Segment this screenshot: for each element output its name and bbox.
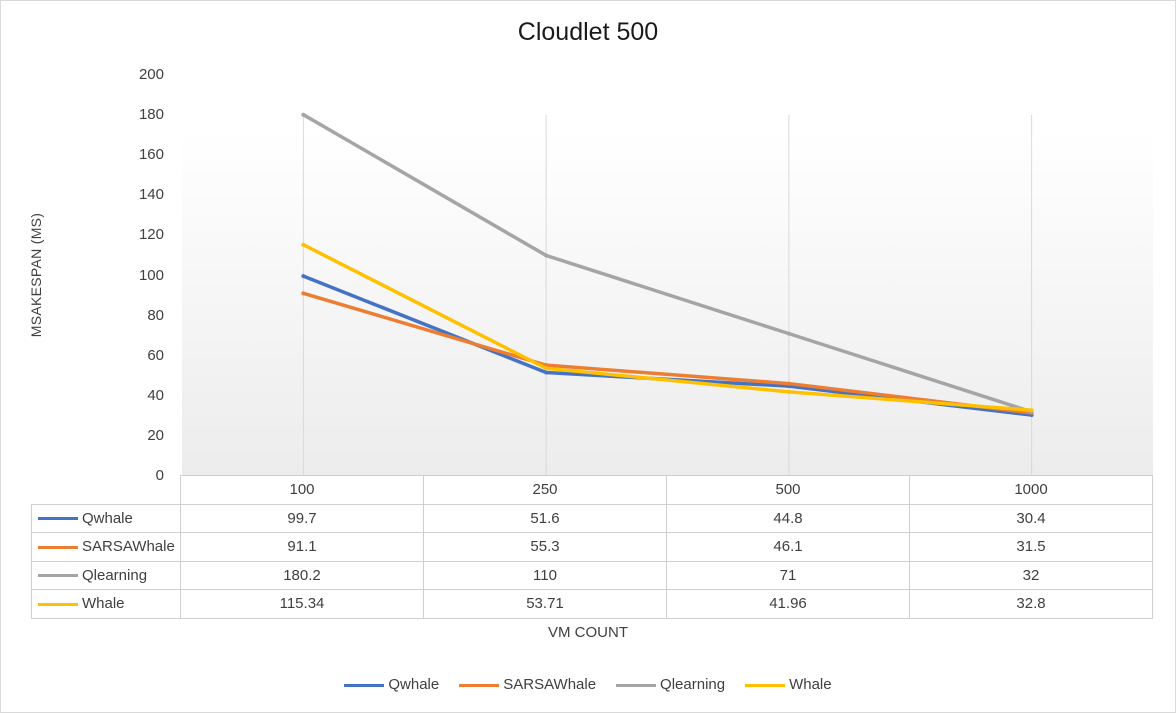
legend-item-sarsawhale: SARSAWhale xyxy=(459,676,596,693)
data-point-whale-1000 xyxy=(1029,408,1034,413)
data-point-sarsawhale-500 xyxy=(786,381,791,386)
data-point-qlearning-250 xyxy=(544,253,549,258)
series-line-whale xyxy=(301,242,1034,412)
x-tick-label: 250 xyxy=(423,475,667,505)
x-tick-label: 1000 xyxy=(909,475,1153,505)
y-tick-label: 60 xyxy=(147,346,164,364)
series-line-sarsawhale xyxy=(301,291,1034,415)
legend-item-qlearning: Qlearning xyxy=(616,676,725,693)
legend-key xyxy=(459,683,500,687)
legend-key xyxy=(344,683,385,687)
data-label: 71 xyxy=(666,560,910,590)
y-axis-label: MSAKESPAN (MS) xyxy=(28,212,44,338)
y-tick-label: 120 xyxy=(138,226,164,244)
y-tick-label: 180 xyxy=(138,106,164,124)
x-tick-label: 100 xyxy=(180,475,424,505)
table-row: Whale 115.34 53.71 41.96 32.8 xyxy=(31,589,1153,619)
y-tick-label: 140 xyxy=(138,186,164,204)
legend-key xyxy=(38,545,78,549)
data-point-whale-100 xyxy=(301,242,306,247)
legend-key xyxy=(38,517,78,521)
data-point-whale-500 xyxy=(786,389,791,394)
series-name: SARSAWhale xyxy=(82,538,175,556)
table-row: Qwhale 99.7 51.6 44.8 30.4 xyxy=(31,503,1153,533)
y-tick-label: 40 xyxy=(147,386,164,404)
data-label: 31.5 xyxy=(909,532,1153,562)
plot-background xyxy=(182,130,1153,476)
legend-label: Qwhale xyxy=(388,676,440,693)
data-label: 30.4 xyxy=(909,503,1153,533)
data-point-whale-250 xyxy=(544,366,549,371)
table-row: SARSAWhale 91.1 55.3 46.1 31.5 xyxy=(31,532,1153,562)
x-tick-label: 500 xyxy=(666,475,910,505)
legend-label: Whale xyxy=(789,676,832,693)
legend-item-qwhale: Qwhale xyxy=(344,676,439,693)
data-label: 55.3 xyxy=(423,532,667,562)
table-row-header: Qlearning xyxy=(31,560,181,590)
data-label: 44.8 xyxy=(666,503,910,533)
chart-title: Cloudlet 500 xyxy=(517,18,659,46)
data-point-qwhale-250 xyxy=(544,370,549,375)
x-axis-label: VM COUNT xyxy=(548,624,628,641)
series-line-qlearning xyxy=(301,112,1034,414)
series-name: Qlearning xyxy=(82,566,148,584)
legend-key xyxy=(616,683,657,687)
data-point-qlearning-100 xyxy=(301,112,306,117)
data-label: 110 xyxy=(423,560,667,590)
data-label: 53.71 xyxy=(423,589,667,619)
data-label: 32 xyxy=(909,560,1153,590)
y-tick-label: 200 xyxy=(138,66,164,83)
legend-item-whale: Whale xyxy=(745,676,832,693)
legend: Qwhale SARSAWhale Qlearning Whale xyxy=(0,676,1176,693)
y-tick-label: 100 xyxy=(138,266,164,284)
data-label: 51.6 xyxy=(423,503,667,533)
data-label: 91.1 xyxy=(180,532,424,562)
table-row-header: SARSAWhale xyxy=(31,532,181,562)
data-label: 99.7 xyxy=(180,503,424,533)
data-point-qlearning-500 xyxy=(786,331,791,336)
y-tick-label: 80 xyxy=(147,306,164,324)
table-corner xyxy=(31,475,181,505)
data-point-qwhale-100 xyxy=(301,274,306,279)
legend-key xyxy=(745,683,786,687)
data-label: 180.2 xyxy=(180,560,424,590)
data-point-sarsawhale-100 xyxy=(301,291,306,296)
data-label: 32.8 xyxy=(909,589,1153,619)
legend-label: SARSAWhale xyxy=(503,676,597,693)
data-table: 100 250 500 1000 Qwhale 99.7 51.6 44.8 30.4 SARSA… xyxy=(31,475,1153,619)
data-label: 46.1 xyxy=(666,532,910,562)
series-name: Whale xyxy=(82,595,125,613)
data-label: 41.96 xyxy=(666,589,910,619)
legend-label: Qlearning xyxy=(660,676,726,693)
table-row: Qlearning 180.2 110 71 32 xyxy=(31,560,1153,590)
y-tick-label: 20 xyxy=(147,426,164,444)
series-name: Qwhale xyxy=(82,509,133,527)
data-label: 115.34 xyxy=(180,589,424,619)
table-row-header: Whale xyxy=(31,589,181,619)
legend-key xyxy=(38,574,78,578)
table-row-header: Qwhale xyxy=(31,503,181,533)
y-tick-label: 160 xyxy=(138,146,164,164)
legend-key xyxy=(38,602,78,606)
